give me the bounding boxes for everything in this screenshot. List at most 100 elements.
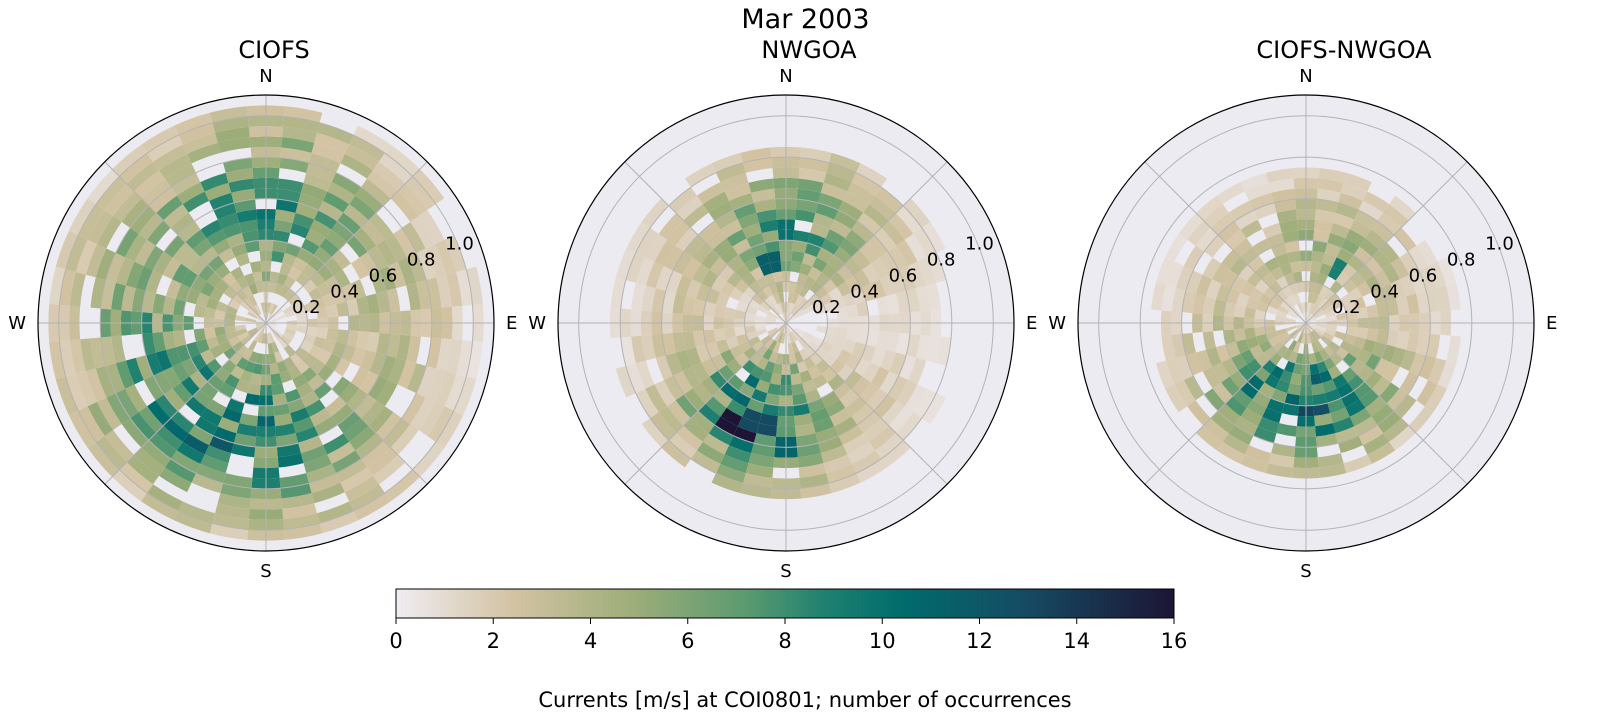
heat-cell [1240, 381, 1259, 400]
heat-cell [1259, 293, 1273, 306]
angular-gridline [785, 322, 948, 485]
heat-cell [615, 248, 636, 281]
heat-cell [1373, 358, 1391, 377]
heat-cell [384, 469, 420, 502]
heat-cell [142, 332, 156, 356]
heat-cell [1393, 394, 1417, 419]
heat-cell [276, 272, 288, 286]
heat-cell [366, 293, 380, 314]
heat-cell [214, 309, 226, 320]
heat-cell [693, 298, 706, 316]
heat-cell [1308, 353, 1317, 365]
heat-cell [916, 334, 931, 361]
panel-title-nwgoa: NWGOA [761, 36, 857, 64]
heat-cell [1389, 425, 1416, 451]
heat-cell [1306, 323, 1309, 334]
heat-cell [1275, 379, 1290, 394]
heat-cell [798, 463, 827, 478]
heat-cell [802, 331, 815, 341]
heat-cell [807, 340, 820, 353]
heat-cell [298, 435, 323, 454]
heat-cell [767, 311, 778, 319]
heat-cell [388, 357, 407, 385]
heat-cell [1307, 292, 1315, 303]
heat-cell [844, 257, 863, 276]
direction-label-s: S [260, 561, 271, 582]
heat-cell [78, 406, 105, 442]
heat-cell [645, 233, 668, 262]
heat-cell [90, 277, 106, 309]
heat-cell [1270, 266, 1285, 281]
heat-cell [350, 279, 367, 299]
heat-cell [266, 333, 272, 344]
polar-panel-0: 0.2 0.4 0.6 0.8 1.0 N E S W [8, 66, 517, 582]
heat-cell [251, 306, 261, 316]
direction-label-n: N [779, 66, 792, 87]
heat-cell [1406, 332, 1420, 353]
heat-cell [856, 163, 888, 188]
heat-cell [715, 162, 746, 183]
heat-cell [683, 204, 709, 228]
heat-cell [1383, 418, 1409, 442]
heat-cell [1212, 382, 1233, 404]
heat-cell [376, 332, 390, 356]
heat-cell [236, 356, 249, 370]
heat-cell [426, 277, 442, 309]
heat-cell [176, 441, 205, 464]
heat-cell [453, 376, 477, 415]
heat-cell [204, 182, 232, 201]
heat-cell [760, 334, 772, 345]
heat-cell [331, 403, 354, 425]
heat-cell [836, 349, 852, 365]
direction-label-e: E [1026, 313, 1037, 334]
heat-cell [1306, 323, 1317, 328]
heat-cell [1377, 410, 1402, 434]
heat-cell [768, 339, 778, 352]
heat-cell [1289, 261, 1302, 273]
heat-cell [701, 249, 721, 270]
heat-cell [1362, 339, 1377, 354]
heat-cell [138, 213, 164, 240]
polar-spine [1077, 94, 1535, 552]
heat-cell [744, 373, 760, 389]
heat-cell [355, 187, 384, 214]
heat-cell [822, 352, 837, 367]
heat-cell [752, 293, 765, 306]
heat-cell [655, 266, 674, 291]
angular-gridline [785, 161, 948, 324]
heat-cell [1230, 353, 1247, 371]
heat-cell [673, 251, 693, 275]
heat-cell [134, 239, 156, 267]
heat-cell [743, 286, 757, 300]
heat-cell [283, 276, 296, 290]
heat-cell [1272, 293, 1285, 306]
heat-cell [1332, 416, 1355, 434]
heat-cell [236, 344, 249, 357]
heat-cell [344, 475, 379, 502]
heat-cell [724, 327, 736, 340]
heat-cell [1291, 306, 1301, 316]
heat-cell [1233, 328, 1246, 342]
heat-cell [866, 330, 879, 348]
heat-cell [275, 314, 287, 321]
heat-cell [1346, 309, 1358, 320]
heat-cell [775, 281, 784, 293]
heat-cell [795, 209, 816, 223]
heat-cell [739, 293, 753, 306]
heat-cell [921, 393, 946, 425]
heat-cell [307, 255, 325, 272]
heat-cell [1165, 261, 1184, 289]
heat-cell [803, 276, 816, 290]
heat-cell [795, 423, 816, 437]
heat-cell [896, 239, 918, 267]
heat-cell [1218, 403, 1241, 425]
heat-cell [708, 424, 734, 446]
heat-cell [1269, 280, 1283, 294]
heat-cell [720, 454, 749, 474]
heat-cell [1366, 304, 1379, 318]
heat-cell [1268, 178, 1295, 193]
heat-cell [863, 204, 889, 228]
heat-cell [821, 390, 840, 408]
heat-cell [209, 523, 248, 540]
heat-cell [1317, 297, 1328, 309]
